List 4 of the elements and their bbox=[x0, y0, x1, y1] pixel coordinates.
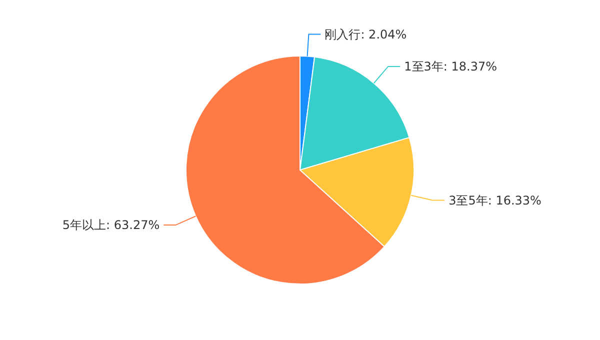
slice-label: 5年以上: 63.27% bbox=[62, 218, 160, 232]
slice-label: 3至5年: 16.33% bbox=[448, 193, 542, 208]
slice-label: 刚入行: 2.04% bbox=[324, 27, 407, 42]
slice-label: 1至3年: 18.37% bbox=[404, 59, 498, 74]
